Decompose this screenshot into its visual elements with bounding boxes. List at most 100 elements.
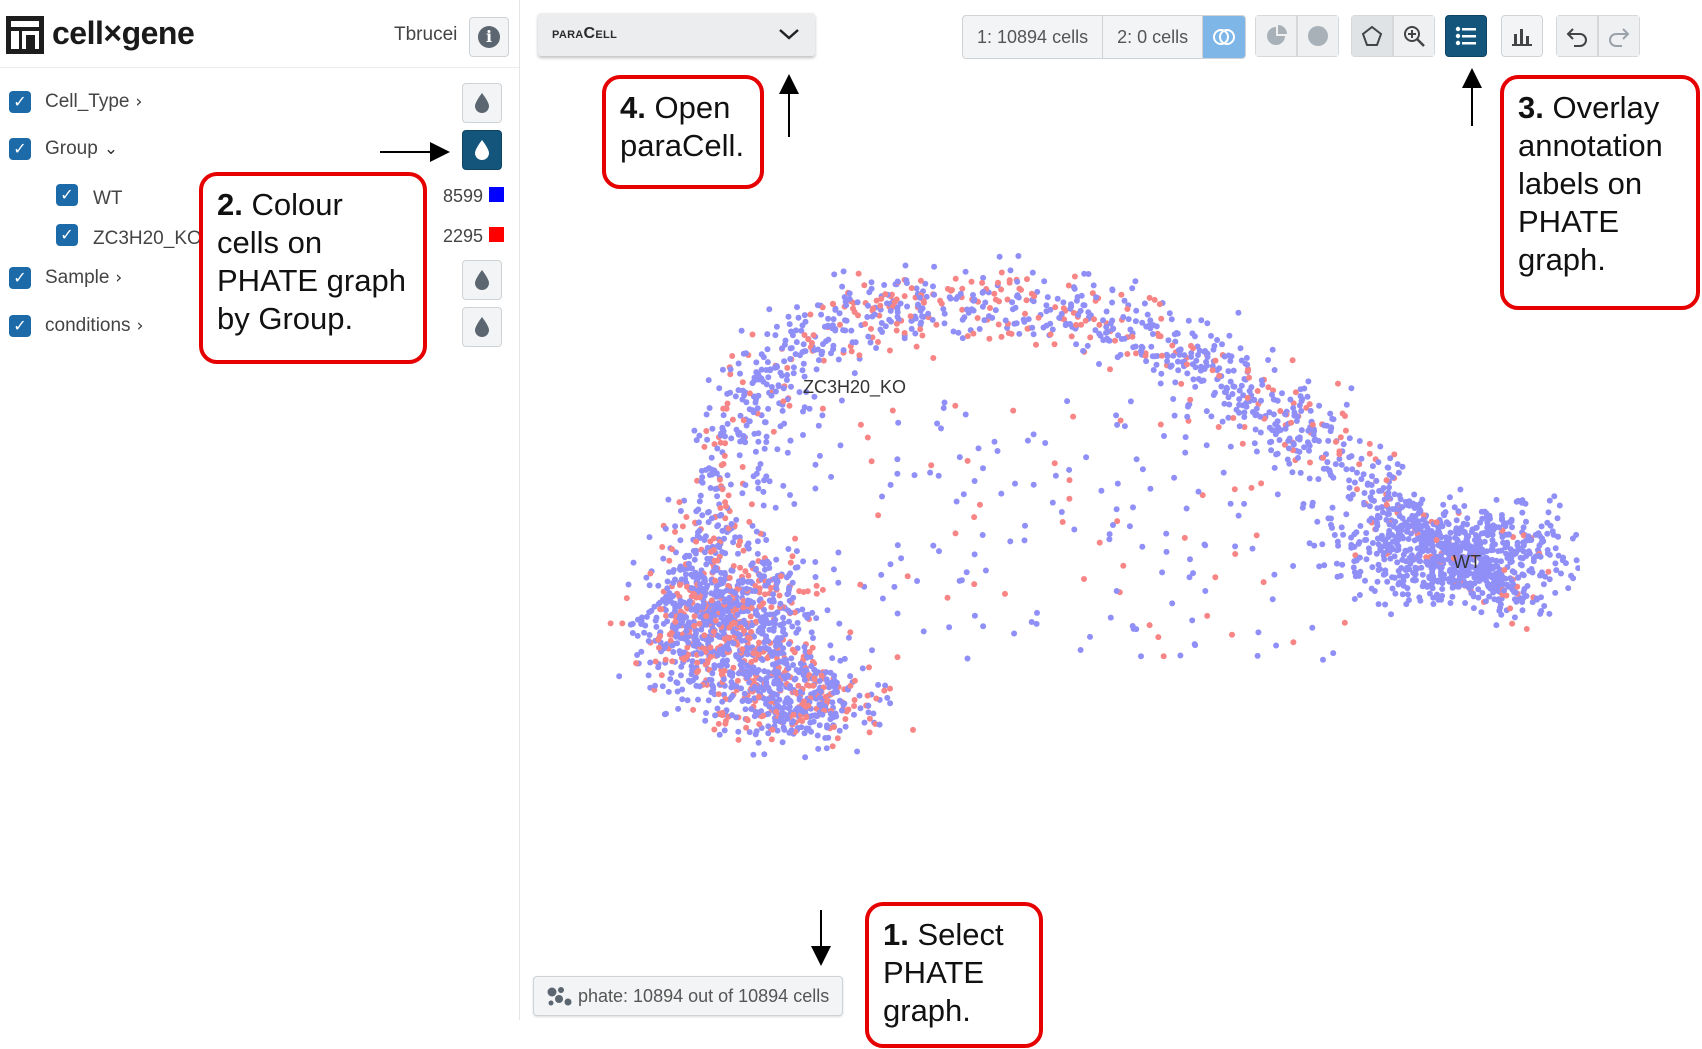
cell-point [1157,333,1164,340]
cell-point [1125,316,1132,323]
cell-point [784,372,791,378]
cell-point [1369,463,1376,470]
cell-point [778,573,784,580]
cell-point [801,312,808,319]
cell-point [1433,519,1440,526]
overlay-labels-button[interactable] [1445,15,1487,57]
conditions-checkbox[interactable]: ✓ [9,315,31,337]
cell-point [1399,463,1406,470]
cell-point [784,449,791,456]
cell-point [784,591,791,598]
cell-point [1484,532,1491,539]
category-cell-type[interactable]: Cell_Type › [45,91,142,113]
cellset-1-count[interactable]: 1: 10894 cells [963,16,1104,58]
redo-button[interactable] [1598,15,1640,57]
subset-to-selection-button[interactable] [1255,15,1297,57]
sample-checkbox[interactable]: ✓ [9,267,31,289]
cell-point [917,307,924,314]
cell-point [1187,396,1194,403]
cell-point [1096,361,1102,367]
cell-point [666,631,673,638]
cell-point [806,405,813,412]
cell-point [1203,362,1210,369]
zoom-mode-button[interactable] [1393,15,1435,57]
category-sample[interactable]: Sample › [45,267,122,289]
cell-point [722,515,729,522]
cell-point [1020,316,1027,323]
phate-scatter-plot[interactable] [560,250,1580,770]
cell-point [1196,347,1203,354]
cell-point [1090,282,1097,289]
cell-point [887,307,894,314]
ko-checkbox[interactable]: ✓ [56,224,78,246]
undo-button[interactable] [1556,15,1598,57]
embedding-selector[interactable]: phate: 10894 out of 10894 cells [533,976,843,1016]
cell-point [1385,511,1391,517]
cell-point [812,559,819,565]
chevron-down-icon: ⌄ [103,139,119,159]
cell-point [1114,354,1121,361]
ko-color-swatch [489,227,504,242]
color-by-group-button[interactable] [462,130,502,170]
cell-point [711,567,718,574]
wt-checkbox[interactable]: ✓ [56,184,78,206]
cell-point [1181,534,1188,541]
cell-point [1112,337,1118,344]
cell-point [1522,538,1529,544]
cell-point [1149,331,1156,337]
cell-point [1219,341,1225,348]
cell-point [938,300,945,307]
cell-point [1169,600,1176,607]
color-by-cell-type-button[interactable] [462,83,502,123]
cell-point [940,306,947,312]
cell-point [980,274,987,281]
cell-point [714,493,721,500]
cell-point [956,577,963,584]
lasso-mode-button[interactable] [1351,15,1393,57]
diffexp-button[interactable] [1203,16,1246,58]
group-value-wt[interactable]: WT [93,188,123,209]
color-by-conditions-button[interactable] [462,307,502,347]
category-conditions[interactable]: conditions › [45,315,143,337]
cell-point [800,558,807,565]
cell-point [995,279,1001,286]
cell-point [854,748,861,755]
cell-point [1330,650,1337,657]
category-group[interactable]: Group ⌄ [45,138,118,160]
cell-point [1320,656,1326,663]
group-checkbox[interactable]: ✓ [9,138,31,160]
cell-point [1423,554,1430,561]
cell-point [1489,547,1496,553]
reset-subset-button[interactable] [1297,15,1339,57]
paracell-dropdown[interactable]: paraCell [538,13,815,56]
cell-point [819,586,826,593]
dataset-info-button[interactable]: i [469,17,509,57]
cell-point [708,689,715,696]
cell-point [741,392,748,399]
cell-point [941,320,948,327]
cell-point [904,573,911,580]
cell-point [1139,466,1146,473]
cell-point [1177,652,1184,659]
cell-point [864,434,871,441]
cell-point [677,508,684,514]
cell-point [1483,555,1490,562]
cell-point [697,581,703,588]
cell-point [720,630,727,637]
cell-point [781,420,788,427]
cell-point [881,687,888,694]
color-by-sample-button[interactable] [462,260,502,300]
distribution-button[interactable] [1501,15,1543,57]
cell-point [710,535,717,542]
cell-point [676,499,683,506]
cell-point [788,383,794,390]
cell-point [851,677,858,684]
group-value-ko[interactable]: ZC3H20_KO [93,228,202,249]
cell-point [980,288,987,295]
cell-point [1235,309,1242,316]
cell-point [1462,600,1469,606]
cellset-2-count[interactable]: 2: 0 cells [1103,16,1204,58]
cell-point [851,711,857,718]
cell-type-checkbox[interactable]: ✓ [9,91,31,113]
cell-point [1383,501,1390,508]
